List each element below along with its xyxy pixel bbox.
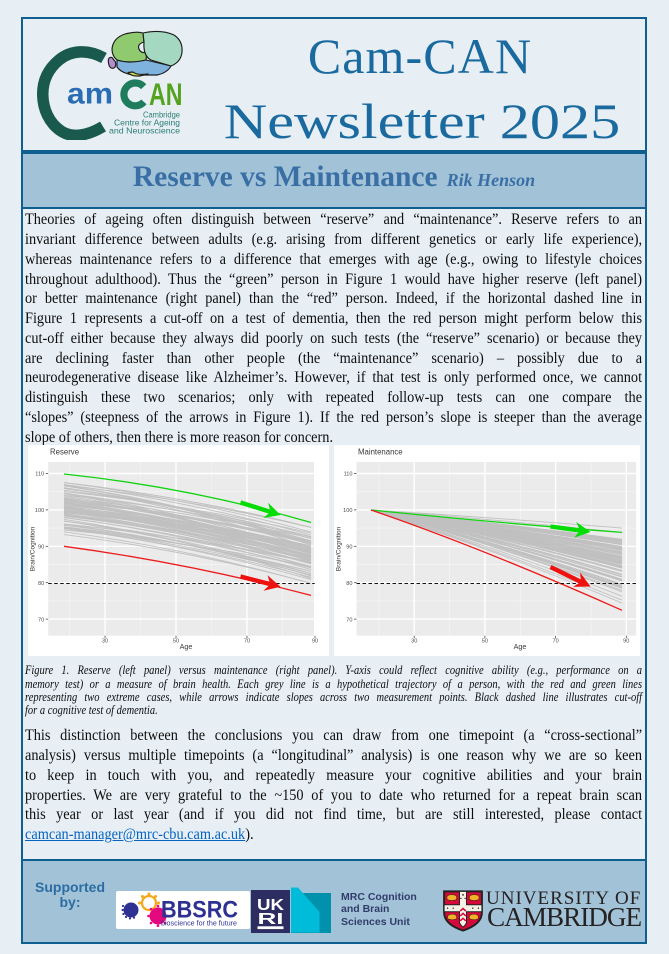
- svg-text:Age: Age: [513, 642, 526, 651]
- svg-text:bioscience for the future: bioscience for the future: [161, 918, 237, 927]
- svg-text:RI: RI: [258, 911, 284, 928]
- svg-text:BBSRC: BBSRC: [161, 897, 238, 924]
- svg-text:100: 100: [343, 508, 352, 514]
- svg-text:70: 70: [38, 617, 44, 623]
- svg-text:90: 90: [38, 544, 44, 550]
- svg-text:Brain/Cognition: Brain/Cognition: [335, 526, 342, 571]
- svg-text:70: 70: [244, 638, 250, 644]
- svg-text:50: 50: [173, 638, 179, 644]
- svg-text:UK: UK: [257, 897, 285, 914]
- svg-text:70: 70: [552, 638, 558, 644]
- svg-text:Cambridge: Cambridge: [143, 110, 180, 120]
- svg-text:am: am: [67, 78, 113, 111]
- svg-text:and Neuroscience: and Neuroscience: [109, 126, 180, 136]
- svg-text:80: 80: [346, 580, 352, 586]
- svg-text:30: 30: [411, 638, 417, 644]
- svg-text:90: 90: [346, 544, 352, 550]
- svg-text:Maintenance: Maintenance: [358, 447, 403, 456]
- svg-text:50: 50: [481, 638, 487, 644]
- svg-text:110: 110: [35, 471, 44, 477]
- svg-text:90: 90: [312, 638, 318, 644]
- svg-text:80: 80: [38, 580, 44, 586]
- svg-text:30: 30: [102, 638, 108, 644]
- svg-text:70: 70: [346, 617, 352, 623]
- svg-text:AN: AN: [149, 76, 183, 112]
- svg-text:Reserve: Reserve: [50, 447, 79, 456]
- svg-text:Brain/Cognition: Brain/Cognition: [30, 526, 37, 571]
- svg-text:Centre for Ageing: Centre for Ageing: [114, 117, 180, 127]
- svg-text:90: 90: [623, 638, 629, 644]
- svg-text:110: 110: [343, 471, 352, 477]
- svg-text:Age: Age: [180, 642, 193, 651]
- svg-text:100: 100: [35, 508, 44, 514]
